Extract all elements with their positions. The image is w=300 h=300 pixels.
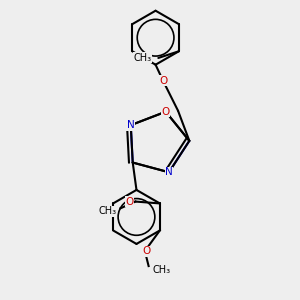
Text: O: O [125, 196, 134, 207]
Text: O: O [142, 246, 151, 256]
Text: CH₃: CH₃ [99, 206, 117, 216]
Text: N: N [165, 167, 173, 177]
Text: O: O [159, 76, 167, 86]
Text: N: N [127, 120, 135, 130]
Text: O: O [162, 107, 170, 117]
Text: CH₃: CH₃ [152, 265, 170, 275]
Text: CH₃: CH₃ [134, 53, 152, 63]
